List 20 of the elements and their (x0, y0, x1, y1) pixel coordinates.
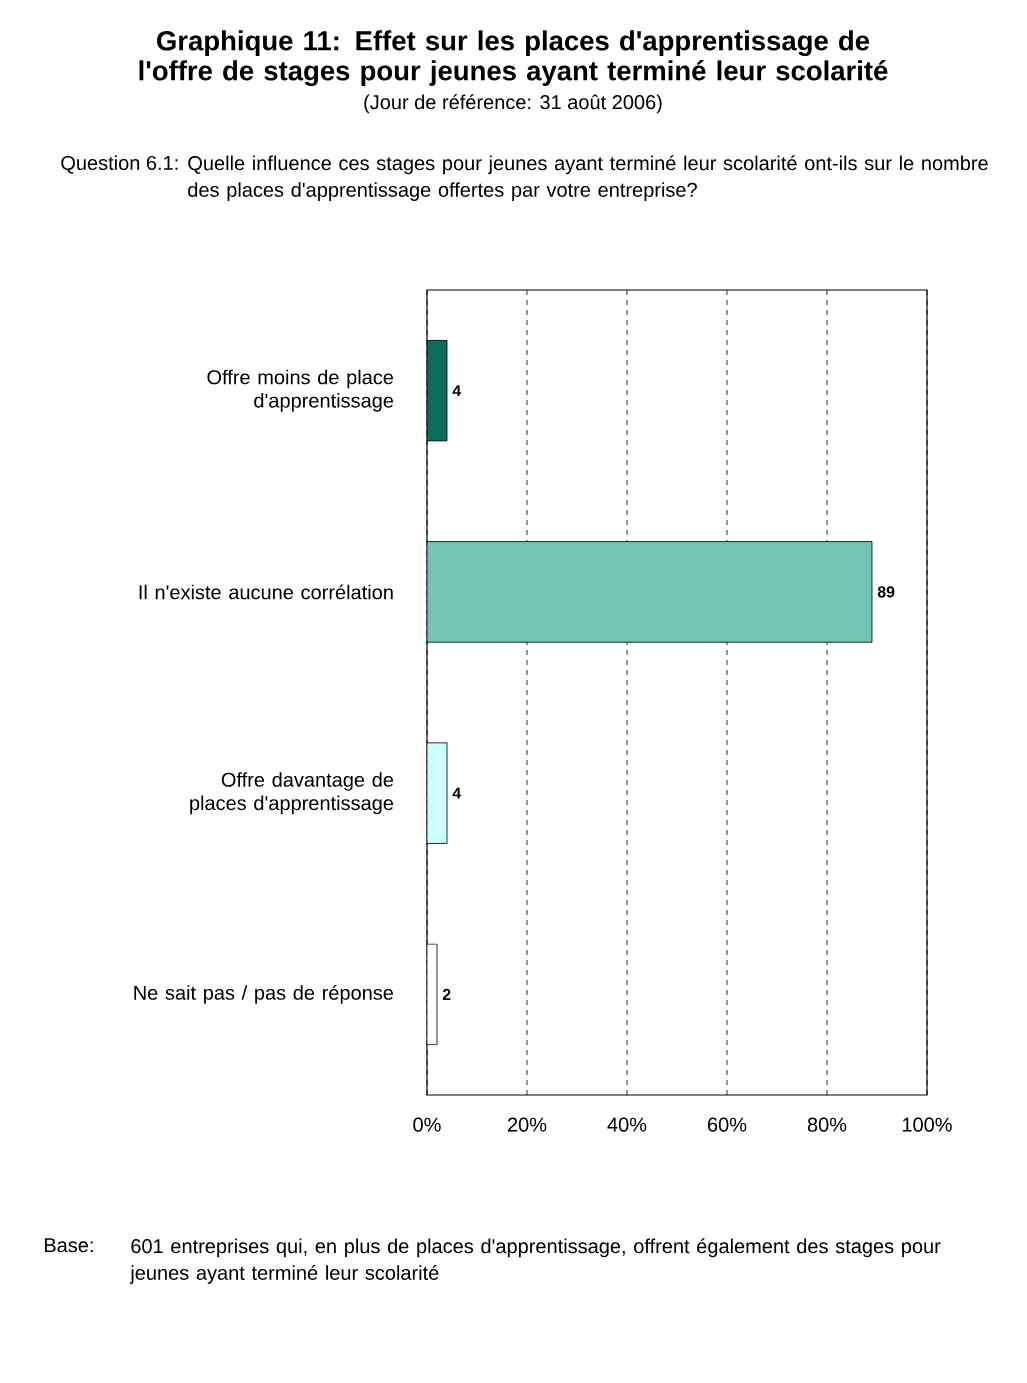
x-tick-label: 100% (902, 1117, 952, 1132)
x-tick-label: 20% (507, 1117, 547, 1132)
x-tick-label: 40% (607, 1117, 647, 1132)
data-label: 4 (452, 787, 462, 799)
chart-title: Graphique 11: Effet sur les places d'apprentissage de l'offre de stages pour jeunes ayant terminé leur scolarité (139, 30, 888, 87)
text: Question 6.1: (61, 155, 178, 174)
x-tick-label: 0% (413, 1117, 441, 1132)
text: 601 entreprises qui, en plus de places d'apprentissage, offrent également des stages pour jeunes ayant terminé leur scolarité (129, 1238, 941, 1284)
source-note: Quelle influence ces stages pour jeunes ayant terminé leur scolarité ont-ils sur le nombre des places d'apprentissage offertes par votre entreprise? (188, 155, 988, 201)
data-label: 2 (442, 988, 451, 1000)
data-label: 4 (452, 385, 462, 397)
x-tick-label: 80% (807, 1117, 847, 1132)
y-tick-label: Il n'existe aucune corrélation (139, 584, 393, 600)
y-tick-label: Offre davantage de places d'apprentissage (190, 772, 394, 815)
y-tick-label: Ne sait pas / pas de réponse (134, 984, 394, 1004)
x-tick-label: 60% (708, 1117, 747, 1132)
chart-subtitle: (Jour de référence: 31 août 2006) (364, 94, 662, 114)
data-label: 89 (877, 586, 895, 598)
y-tick-label: Offre moins de place d'apprentissage (207, 369, 394, 412)
text: Base: (44, 1238, 93, 1253)
